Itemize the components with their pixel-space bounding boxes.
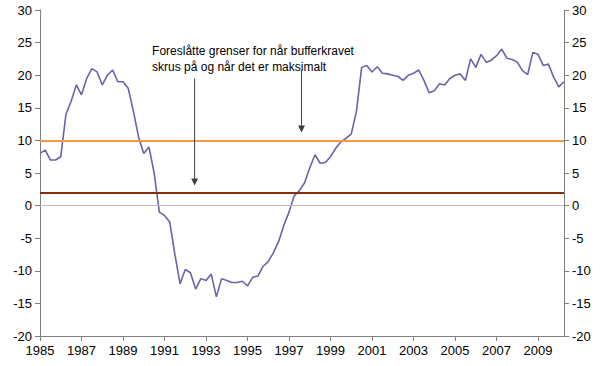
svg-text:0: 0: [572, 198, 579, 213]
svg-text:2005: 2005: [441, 343, 470, 358]
svg-text:2009: 2009: [524, 343, 553, 358]
svg-text:1997: 1997: [275, 343, 304, 358]
svg-text:10: 10: [572, 133, 586, 148]
svg-text:-5: -5: [572, 231, 584, 246]
svg-text:2007: 2007: [482, 343, 511, 358]
svg-text:1995: 1995: [233, 343, 262, 358]
svg-text:0: 0: [25, 198, 32, 213]
svg-text:30: 30: [18, 3, 32, 18]
svg-text:skrus på og når det er maksima: skrus på og når det er maksimalt: [152, 60, 327, 74]
svg-text:30: 30: [572, 3, 586, 18]
svg-text:-20: -20: [13, 329, 32, 344]
svg-text:20: 20: [18, 68, 32, 83]
svg-text:-5: -5: [20, 231, 32, 246]
svg-text:15: 15: [572, 100, 586, 115]
svg-text:10: 10: [18, 133, 32, 148]
svg-text:1993: 1993: [192, 343, 221, 358]
svg-text:-10: -10: [13, 263, 32, 278]
svg-text:1999: 1999: [316, 343, 345, 358]
svg-text:1989: 1989: [109, 343, 138, 358]
svg-text:2001: 2001: [358, 343, 387, 358]
svg-text:Foreslåtte grenser for når buf: Foreslåtte grenser for når bufferkravet: [152, 44, 355, 58]
svg-text:-15: -15: [572, 296, 591, 311]
svg-text:25: 25: [572, 35, 586, 50]
svg-text:1987: 1987: [67, 343, 96, 358]
svg-text:-15: -15: [13, 296, 32, 311]
svg-text:1985: 1985: [26, 343, 55, 358]
svg-text:2003: 2003: [399, 343, 428, 358]
svg-text:15: 15: [18, 100, 32, 115]
svg-text:-20: -20: [572, 329, 591, 344]
svg-text:25: 25: [18, 35, 32, 50]
svg-text:5: 5: [572, 166, 579, 181]
svg-text:1991: 1991: [150, 343, 179, 358]
svg-text:5: 5: [25, 166, 32, 181]
svg-text:-10: -10: [572, 263, 591, 278]
svg-text:20: 20: [572, 68, 586, 83]
